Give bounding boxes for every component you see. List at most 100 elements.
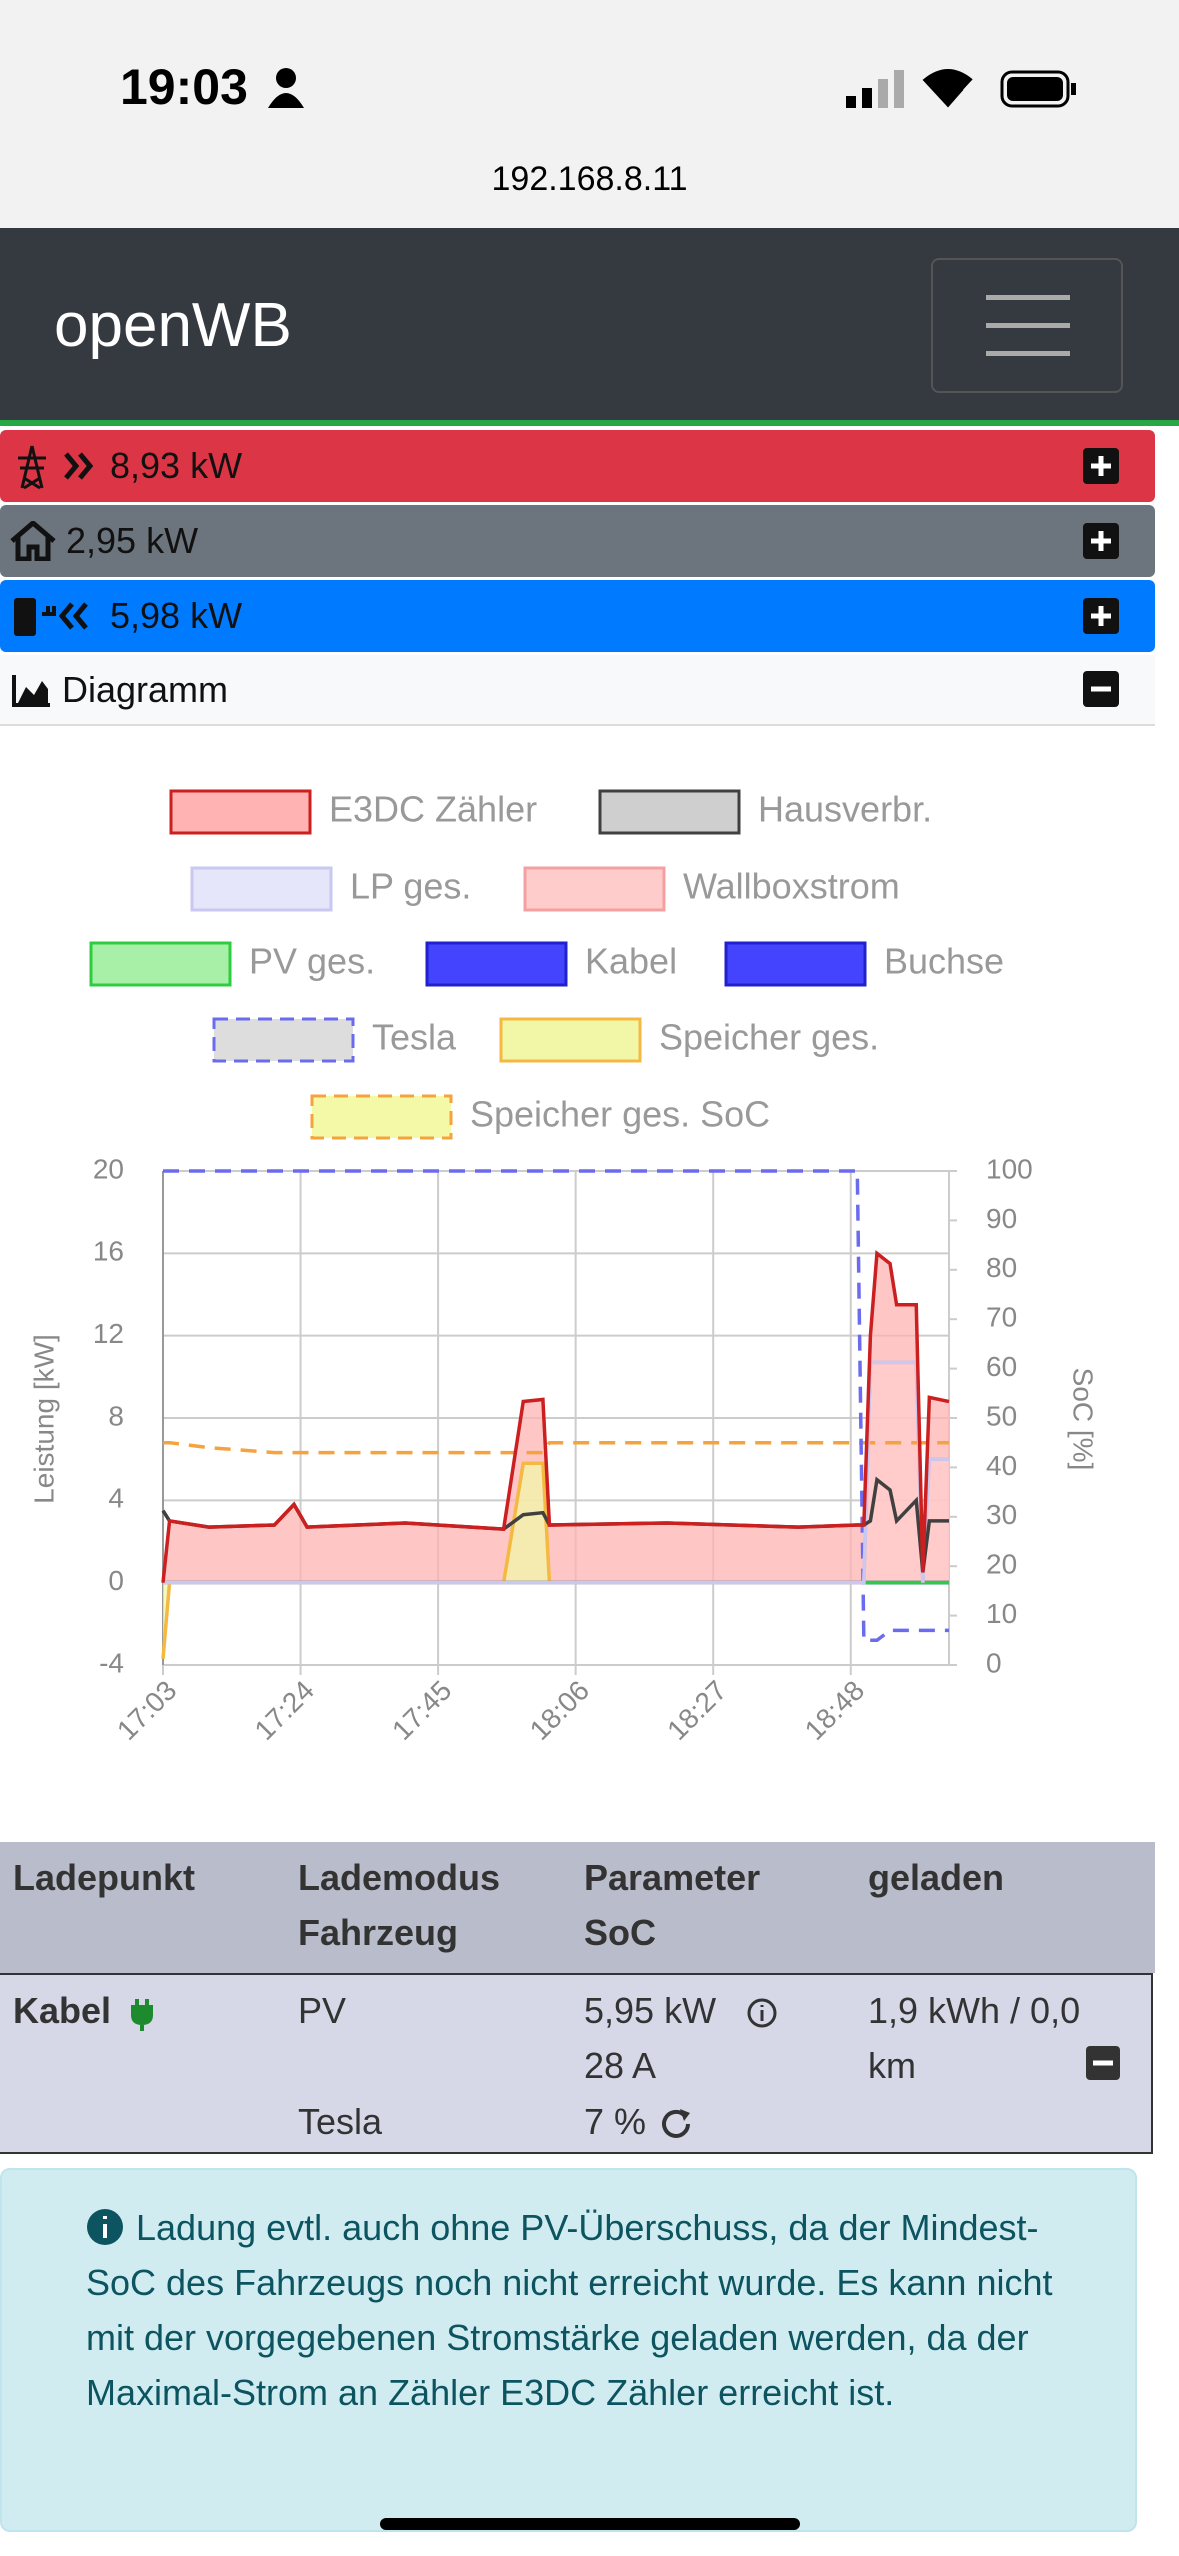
plug-icon (131, 1999, 153, 2031)
info-icon[interactable] (746, 1997, 778, 2029)
td: 7 % (584, 2101, 647, 2142)
legend-swatch (169, 789, 312, 835)
y2-tick-label: 40 (986, 1450, 1017, 1481)
x-tick-label: 17:45 (386, 1675, 457, 1746)
status-line (0, 420, 1179, 426)
legend-label: E3DC Zähler (329, 789, 537, 830)
legend-label: Speicher ges. (659, 1017, 879, 1058)
legend-swatch (499, 1017, 642, 1063)
legend-label: Buchse (884, 941, 1004, 982)
brand[interactable]: openWB (54, 291, 292, 360)
td: Kabel (13, 1990, 112, 2031)
collapse[interactable] (1083, 671, 1119, 707)
td: PV (298, 1990, 347, 2031)
x-tick-label: 17:24 (249, 1675, 320, 1746)
collapse[interactable] (1086, 2046, 1120, 2080)
table-row[interactable]: Kabel PV Tesla 5,95 kW 28 A 7 % 1,9 kWh … (0, 1973, 1153, 2154)
grid-icon (18, 445, 94, 490)
series-line (163, 1440, 949, 1455)
expand[interactable] (1083, 523, 1119, 559)
y2-tick-label: 100 (986, 1153, 1033, 1184)
legend-label: LP ges. (350, 866, 471, 907)
td: Tesla (298, 2101, 383, 2142)
person-icon (268, 68, 304, 108)
legend-swatch (425, 941, 568, 987)
td: 28 A (584, 2045, 657, 2086)
y-tick-label: 16 (93, 1236, 124, 1267)
legend-swatch (190, 866, 333, 912)
y2-tick-label: 70 (986, 1302, 1017, 1333)
y2-tick-label: 0 (986, 1647, 1002, 1678)
th: SoC (584, 1912, 656, 1953)
y-tick-label: 8 (108, 1400, 124, 1431)
y2-tick-label: 30 (986, 1499, 1017, 1530)
expand[interactable] (1083, 448, 1119, 484)
navbar: openWB (0, 228, 1179, 420)
expand[interactable] (1083, 598, 1119, 634)
legend-swatch (89, 941, 232, 987)
y2-tick-label: 80 (986, 1252, 1017, 1283)
clock: 19:03 (120, 59, 248, 115)
y-tick-label: -4 (99, 1647, 124, 1678)
y2-tick-label: 20 (986, 1549, 1017, 1580)
y-axis-title: Leistung [kW] (28, 1334, 59, 1504)
home-indicator (380, 2518, 800, 2530)
legend-label: Hausverbr. (758, 789, 932, 830)
y-tick-label: 20 (93, 1153, 124, 1184)
charge-panel[interactable]: 5,98 kW (0, 580, 1155, 652)
chart: Leistung [kW] SoC [%] E3DC Zähler Hausver… (28, 789, 1099, 1747)
x-tick-label: 18:27 (661, 1675, 732, 1746)
legend-label: Speicher ges. SoC (470, 1094, 770, 1135)
legend-label: Kabel (585, 941, 677, 982)
th: geladen (868, 1857, 1005, 1898)
th: Ladepunkt (13, 1857, 196, 1898)
y2-axis-title: SoC [%] (1068, 1368, 1099, 1471)
charger-icon (14, 598, 88, 636)
menu-toggle[interactable] (931, 258, 1123, 393)
legend-swatch (724, 941, 867, 987)
th: Lademodus (298, 1857, 501, 1898)
house-power: 2,95 kW (66, 520, 199, 561)
legend-swatch (310, 1094, 453, 1140)
series-line (163, 1169, 949, 1643)
y-tick-label: 12 (93, 1318, 124, 1349)
grid-power: 8,93 kW (110, 445, 243, 486)
th: Parameter (584, 1857, 761, 1898)
y-tick-label: 4 (108, 1483, 124, 1514)
house-panel[interactable]: 2,95 kW (0, 505, 1155, 577)
status-icons (846, 69, 1076, 108)
info-icon (87, 2209, 123, 2245)
y2-tick-label: 60 (986, 1351, 1017, 1382)
td: 5,95 kW (584, 1990, 717, 2031)
y2-tick-label: 50 (986, 1400, 1017, 1431)
table-header: Ladepunkt Lademodus Fahrzeug Parameter S… (0, 1842, 1155, 1973)
x-tick-label: 18:06 (524, 1675, 595, 1746)
x-tick-label: 18:48 (799, 1675, 870, 1746)
alert-text: Ladung evtl. auch ohne PV-Überschuss, da… (86, 2207, 1053, 2413)
diagram-label: Diagramm (62, 668, 229, 710)
x-tick-label: 17:03 (111, 1675, 182, 1746)
url[interactable]: 192.168.8.11 (491, 160, 688, 198)
th: Fahrzeug (298, 1912, 459, 1953)
legend-swatch (598, 789, 741, 835)
series-line (161, 1249, 950, 1583)
house-icon (10, 521, 56, 561)
legend-label: Tesla (372, 1017, 457, 1058)
legend-swatch (212, 1017, 355, 1063)
status-bar: 19:03 192.168.8.11 (0, 0, 1179, 228)
chart-icon (12, 675, 50, 707)
refresh-icon[interactable] (660, 2107, 694, 2141)
y2-tick-label: 10 (986, 1598, 1017, 1629)
diagram-panel[interactable]: Diagramm (0, 655, 1155, 726)
legend-swatch (523, 866, 666, 912)
series-line (163, 1360, 949, 1585)
charge-power: 5,98 kW (110, 595, 243, 636)
grid-panel[interactable]: 8,93 kW (0, 430, 1155, 502)
y-tick-label: 0 (108, 1565, 124, 1596)
legend-label: PV ges. (249, 941, 375, 982)
y2-tick-label: 90 (986, 1203, 1017, 1234)
legend-label: Wallboxstrom (683, 866, 900, 907)
alert: Ladung evtl. auch ohne PV-Überschuss, da… (0, 2168, 1137, 2532)
td: 1,9 kWh / 0,0 km (868, 1990, 1081, 2086)
